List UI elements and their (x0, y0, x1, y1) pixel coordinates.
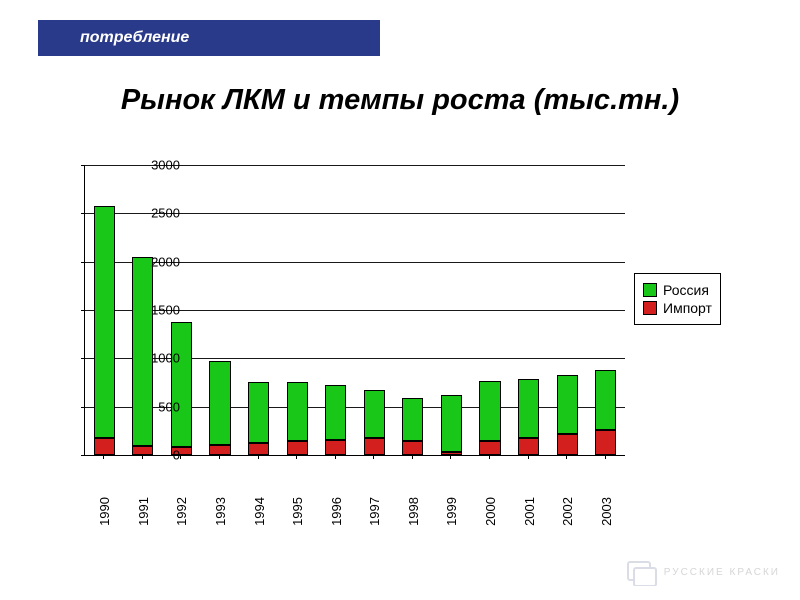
y-tick-label: 0 (130, 448, 180, 463)
x-tick-label: 1992 (174, 497, 189, 526)
bar-segment (325, 440, 346, 455)
x-tickmark (373, 455, 374, 459)
y-tick-label: 3000 (130, 158, 180, 173)
y-tickmark (81, 262, 85, 263)
y-tickmark (81, 455, 85, 456)
bar-segment (595, 430, 616, 455)
x-tick-label: 1997 (367, 497, 382, 526)
y-tick-label: 2500 (130, 206, 180, 221)
bar-segment (171, 322, 192, 448)
bar-segment (94, 206, 115, 438)
bar-segment (479, 441, 500, 456)
page: потребление Рынок ЛКМ и темпы роста (тыс… (0, 0, 800, 600)
x-tick-label: 2001 (522, 497, 537, 526)
bar-segment (209, 445, 230, 455)
chart-area: Россия Импорт 0 500 1000 1500 2000 2500 3000 199… (26, 155, 726, 525)
bar-segment (518, 379, 539, 438)
legend-swatch (643, 283, 657, 297)
x-tickmark (450, 455, 451, 459)
x-tickmark (142, 455, 143, 459)
x-tickmark (103, 455, 104, 459)
x-tickmark (489, 455, 490, 459)
y-tickmark (81, 358, 85, 359)
legend-item: Импорт (643, 300, 712, 316)
bar-segment (364, 390, 385, 437)
bar-segment (248, 382, 269, 444)
bar-segment (441, 395, 462, 452)
bar-segment (402, 441, 423, 455)
y-tickmark (81, 165, 85, 166)
x-tickmark (566, 455, 567, 459)
y-tick-label: 500 (130, 399, 180, 414)
bar-segment (287, 382, 308, 442)
y-tick-label: 1500 (130, 303, 180, 318)
header-tab: потребление (38, 20, 380, 56)
bar-segment (518, 438, 539, 455)
legend-swatch (643, 301, 657, 315)
x-tickmark (219, 455, 220, 459)
y-tick-label: 2000 (130, 254, 180, 269)
header-tab-label: потребление (80, 29, 189, 47)
x-tick-label: 1994 (252, 497, 267, 526)
bar-segment (248, 443, 269, 455)
x-tick-label: 1998 (406, 497, 421, 526)
x-tickmark (412, 455, 413, 459)
x-tick-label: 2002 (560, 497, 575, 526)
x-tick-label: 1991 (136, 497, 151, 526)
bar-segment (557, 434, 578, 455)
footer-brand-text: РУССКИЕ КРАСКИ (664, 567, 780, 578)
bar-segment (557, 375, 578, 434)
x-tickmark (528, 455, 529, 459)
x-tickmark (296, 455, 297, 459)
brand-icon (626, 558, 658, 586)
legend: Россия Импорт (634, 273, 721, 325)
x-tickmark (180, 455, 181, 459)
x-tickmark (605, 455, 606, 459)
x-tick-label: 1995 (290, 497, 305, 526)
x-tick-label: 2000 (483, 497, 498, 526)
legend-label: Импорт (663, 300, 712, 316)
y-tick-label: 1000 (130, 351, 180, 366)
y-tickmark (81, 213, 85, 214)
x-tickmark (258, 455, 259, 459)
legend-label: Россия (663, 282, 709, 298)
y-tickmark (81, 407, 85, 408)
bar-segment (402, 398, 423, 442)
bar-segment (287, 441, 308, 455)
bar-segment (325, 385, 346, 439)
x-tick-label: 1999 (444, 497, 459, 526)
chart-title: Рынок ЛКМ и темпы роста (тыс.тн.) (0, 84, 800, 117)
bar-segment (94, 438, 115, 455)
y-tickmark (81, 310, 85, 311)
x-tick-label: 1996 (329, 497, 344, 526)
x-tick-label: 2003 (599, 497, 614, 526)
x-tick-label: 1990 (97, 497, 112, 526)
legend-item: Россия (643, 282, 712, 298)
footer-logo: РУССКИЕ КРАСКИ (626, 558, 780, 586)
bar-segment (364, 438, 385, 455)
x-tickmark (335, 455, 336, 459)
x-tick-label: 1993 (213, 497, 228, 526)
bar-segment (595, 370, 616, 430)
bar-segment (479, 381, 500, 441)
bar-segment (209, 361, 230, 445)
